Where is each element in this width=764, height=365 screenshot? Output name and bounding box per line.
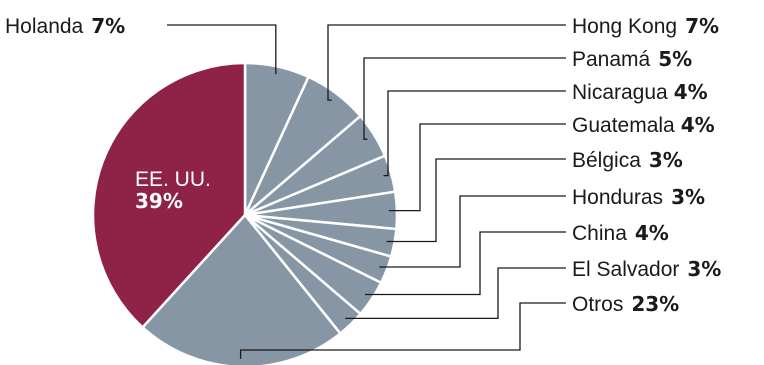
leader-line-guatemala <box>388 123 566 212</box>
label-holanda: Holanda 7% <box>5 14 125 38</box>
leader-line-panam <box>363 57 566 140</box>
leader-line-holanda <box>167 24 277 75</box>
leader-line-b-lgica <box>386 158 566 243</box>
label-ee-uu-name: EE. UU. <box>135 168 211 191</box>
label-el-salvador: El Salvador 3% <box>572 257 721 281</box>
leader-lines <box>167 24 566 359</box>
leader-line-china <box>365 231 566 296</box>
label-hong-kong: Hong Kong 7% <box>572 14 719 38</box>
label-guatemala: Guatemala 4% <box>572 113 715 137</box>
pie-slice-otros <box>141 213 342 365</box>
pie-slices <box>91 61 399 365</box>
leader-line-otros <box>239 302 566 359</box>
leader-line-nicaragua <box>383 90 566 177</box>
leader-line-honduras <box>379 195 566 268</box>
label-panama: Panamá 5% <box>572 47 692 71</box>
label-otros: Otros 23% <box>572 292 679 316</box>
label-nicaragua: Nicaragua 4% <box>572 80 708 104</box>
label-ee-uu-value: 39% <box>135 189 183 213</box>
label-belgica: Bélgica 3% <box>572 148 683 172</box>
label-china: China 4% <box>572 221 669 245</box>
pie-slice-ee-uu <box>91 61 247 329</box>
leader-line-el-salvador <box>345 267 566 320</box>
label-honduras: Honduras 3% <box>572 185 705 209</box>
leader-line-hong-kong <box>327 24 566 101</box>
